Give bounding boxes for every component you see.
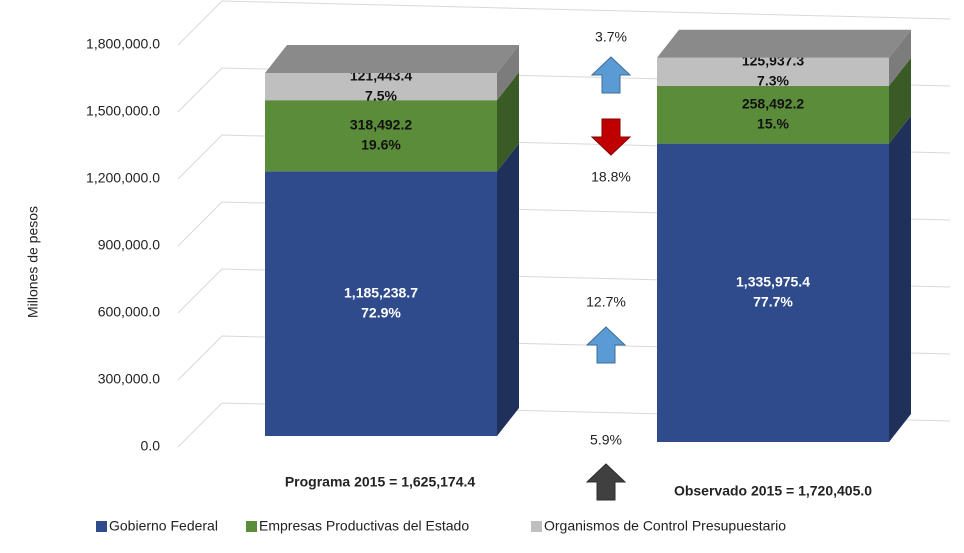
change-arrow <box>590 118 632 156</box>
bar-segment <box>657 85 889 144</box>
bar-side <box>497 143 519 436</box>
y-tick-label: 1,800,000.0 <box>86 36 160 52</box>
bar-segment <box>657 57 889 86</box>
bar-side <box>889 57 911 144</box>
change-label: 5.9% <box>590 432 622 448</box>
legend-swatch <box>246 521 257 532</box>
value-label: 318,492.2 <box>350 116 412 132</box>
share-label: 7.3% <box>757 73 789 89</box>
bar-top <box>265 45 519 74</box>
y-tick-label: 1,200,000.0 <box>86 170 160 186</box>
change-arrow <box>585 326 627 364</box>
bar-segment <box>265 171 497 436</box>
bar-side <box>889 29 911 86</box>
bar-side <box>889 115 911 442</box>
y-tick-label: 300,000.0 <box>98 371 160 387</box>
value-label: 1,185,238.7 <box>344 284 418 300</box>
share-label: 15.% <box>757 115 789 131</box>
category-label: Programa 2015 = 1,625,174.4 <box>285 474 476 490</box>
y-tick-label: 900,000.0 <box>98 237 160 253</box>
share-label: 77.7% <box>753 294 793 310</box>
value-label: 258,492.2 <box>742 95 804 111</box>
change-label: 18.8% <box>591 169 631 185</box>
share-label: 72.9% <box>361 304 401 320</box>
bar-segment <box>265 100 497 172</box>
y-tick-label: 1,500,000.0 <box>86 103 160 119</box>
legend-label: Empresas Productivas del Estado <box>259 518 469 534</box>
bar-segment <box>265 73 497 101</box>
bar-side <box>497 72 519 172</box>
change-label: 12.7% <box>586 294 626 310</box>
value-label: 1,335,975.4 <box>736 274 810 290</box>
y-tick-label: 600,000.0 <box>98 304 160 320</box>
bar-top <box>657 29 911 58</box>
share-label: 19.6% <box>361 136 401 152</box>
category-label: Observado 2015 = 1,720,405.0 <box>674 483 872 499</box>
bar-segment <box>657 143 889 443</box>
legend-label: Organismos de Control Presupuestario <box>544 518 786 534</box>
change-label: 3.7% <box>595 29 627 45</box>
legend-swatch <box>96 521 107 532</box>
share-label: 7.5% <box>365 87 397 103</box>
y-axis-label: Millones de pesos <box>25 206 41 318</box>
change-arrow <box>590 56 632 94</box>
bar-side <box>497 45 519 101</box>
change-arrow <box>585 463 627 501</box>
legend-swatch <box>531 521 542 532</box>
y-tick-label: 0.0 <box>141 438 161 454</box>
grid-line <box>177 0 951 46</box>
legend-label: Gobierno Federal <box>109 518 218 534</box>
